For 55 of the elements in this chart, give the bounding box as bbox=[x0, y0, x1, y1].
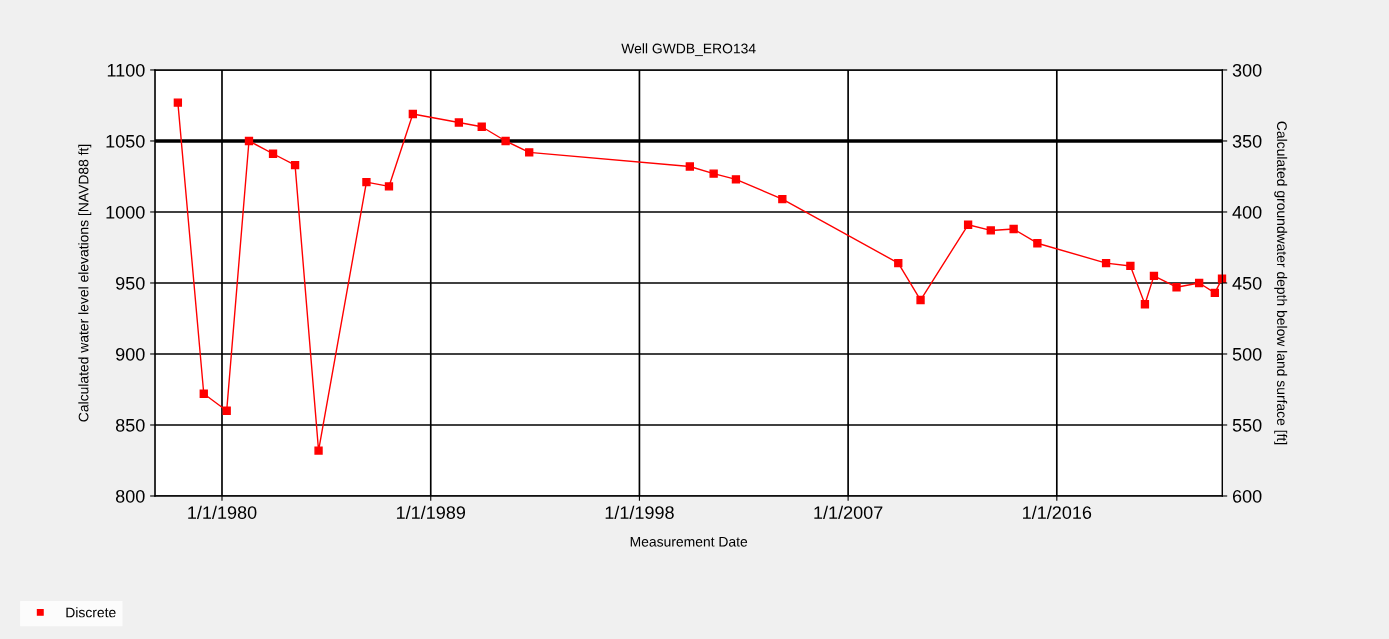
x-tick-label: 1/1/1989 bbox=[396, 505, 466, 519]
x-axis-title: Measurement Date bbox=[630, 536, 748, 547]
point bbox=[1101, 258, 1111, 268]
y-tick-label: 950 bbox=[116, 276, 145, 290]
y-tick-label: 1000 bbox=[106, 205, 145, 219]
y2-tick-label: 300 bbox=[1232, 63, 1262, 77]
point bbox=[268, 149, 278, 158]
y2-tick-label: 350 bbox=[1232, 134, 1262, 148]
point bbox=[290, 160, 300, 170]
point bbox=[525, 148, 534, 157]
y2-axis-title: Calculated groundwater depth below land surface [ft] bbox=[1274, 121, 1288, 445]
y-tick-label: 850 bbox=[115, 418, 145, 432]
point bbox=[1149, 271, 1159, 281]
y2-tick-label: 550 bbox=[1232, 418, 1262, 432]
point bbox=[731, 175, 741, 184]
point bbox=[709, 169, 718, 178]
point bbox=[986, 226, 995, 235]
legend-label: Discrete bbox=[66, 607, 116, 618]
y2-tick-label: 450 bbox=[1232, 276, 1262, 290]
y-axis-title: Calculated water level elevations [NAVD88 ft] bbox=[78, 144, 92, 422]
point bbox=[362, 177, 371, 187]
point bbox=[454, 118, 464, 127]
point bbox=[244, 136, 254, 146]
y-tick-label: 900 bbox=[116, 347, 145, 361]
x-tick-label: 1/1/2007 bbox=[814, 505, 883, 519]
point bbox=[685, 162, 695, 171]
point bbox=[894, 258, 903, 268]
y2-tick-label: 400 bbox=[1232, 205, 1262, 219]
point bbox=[1194, 278, 1204, 288]
y-tick-label: 1050 bbox=[106, 134, 145, 148]
x-tick-label: 1/1/2016 bbox=[1023, 505, 1092, 519]
point bbox=[963, 220, 973, 229]
point bbox=[477, 122, 486, 131]
chart-title: Well GWDB_ERO134 bbox=[621, 43, 756, 57]
point bbox=[1009, 224, 1018, 234]
point bbox=[314, 446, 323, 455]
point bbox=[1126, 261, 1135, 271]
y-tick-label: 800 bbox=[115, 489, 145, 503]
point bbox=[1140, 300, 1150, 309]
point bbox=[199, 389, 208, 398]
point bbox=[778, 195, 787, 204]
y2-tick-label: 600 bbox=[1232, 489, 1262, 503]
point bbox=[408, 109, 418, 119]
point bbox=[916, 295, 925, 305]
x-tick-label: 1/1/1998 bbox=[605, 505, 674, 519]
point bbox=[1210, 288, 1219, 298]
x-tick-label: 1/1/1980 bbox=[188, 505, 257, 519]
point bbox=[1172, 283, 1181, 292]
y2-tick-label: 500 bbox=[1232, 347, 1262, 361]
y-tick-label: 1100 bbox=[107, 63, 145, 77]
point bbox=[222, 406, 231, 415]
point bbox=[173, 98, 183, 107]
point bbox=[1033, 239, 1042, 248]
point bbox=[501, 136, 510, 146]
point bbox=[384, 182, 394, 191]
